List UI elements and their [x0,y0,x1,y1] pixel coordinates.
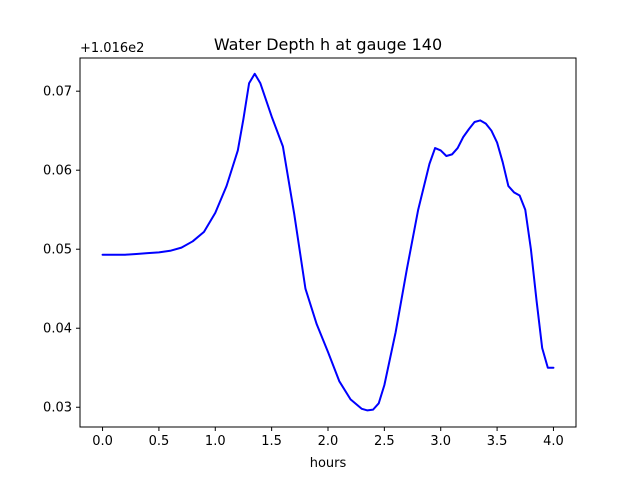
x-tick-label: 1.5 [261,434,282,449]
series-line-0 [101,72,555,412]
x-tick-label: 0.0 [92,434,113,449]
x-tick-label: 2.5 [374,434,395,449]
y-tick-label: 0.07 [43,85,72,100]
x-tick-label: 3.0 [430,434,451,449]
plot-area: 0.0 0.5 1.0 1.5 2.0 2.5 3.0 3.5 4.0 0.03 0.04 0.05 0… [43,57,577,449]
x-tick-label: 1.0 [205,434,226,449]
x-tick-label: 3.5 [487,434,508,449]
x-tick-label: 4.0 [543,434,564,449]
x-tick-label: 0.5 [149,434,170,449]
y-offset-label: +1.016e2 [80,41,144,56]
x-tick-label: 2.0 [318,434,339,449]
y-tick-label: 0.05 [43,243,72,258]
x-axis-label: hours [310,456,347,471]
y-tick-label: 0.03 [43,401,72,416]
chart-title: Water Depth h at gauge 140 [214,35,442,54]
y-tick-label: 0.04 [43,322,72,337]
y-tick-label: 0.06 [43,164,72,179]
